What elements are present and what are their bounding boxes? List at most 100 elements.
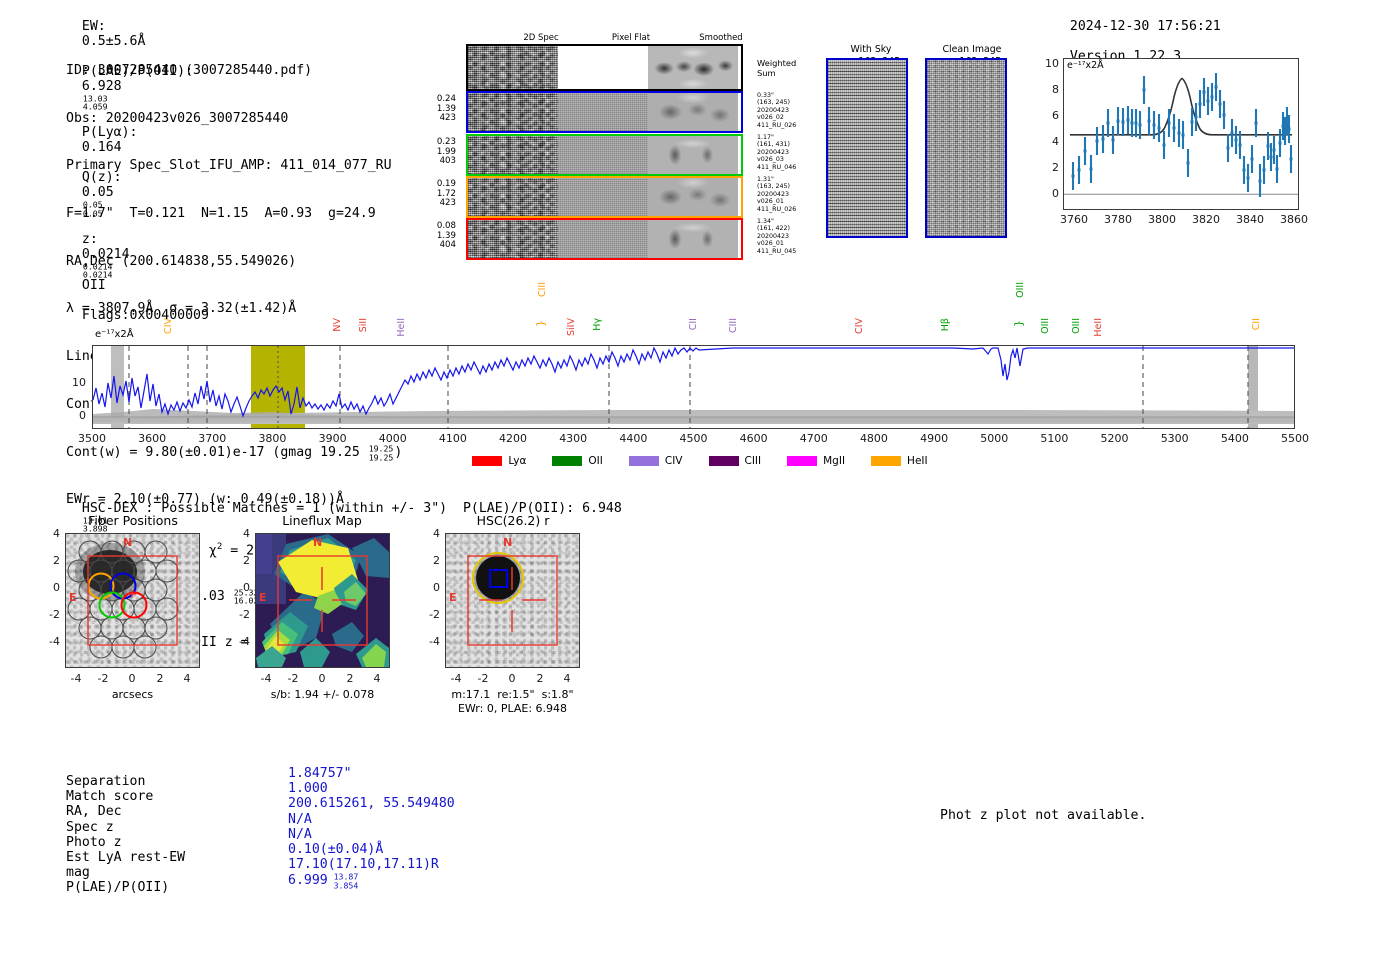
legend-swatch [787, 456, 818, 466]
legend-item-mgii[interactable]: MgII [787, 455, 845, 467]
twod-cell-smoothed [648, 93, 738, 131]
emission-line-label: OIII [1014, 282, 1026, 298]
legend-item-civ[interactable]: CIV [628, 455, 683, 467]
emission-line-label: NV [332, 318, 344, 332]
north-label: N [313, 536, 323, 549]
fiberpos-xtick-4: 4 [183, 672, 191, 685]
info-ewr: EWr = 2.10(±0.77) (w: 0.49(±0.18))Å [66, 492, 344, 508]
spectrum-xtick-5100: 5100 [1040, 432, 1069, 445]
twod-fiber-row-2 [466, 134, 743, 176]
line-fit-unit-label: e⁻¹⁷x2Å [1067, 60, 1104, 71]
hsc-xtick-m2: -2 [477, 672, 489, 685]
fiber-positions-image: N E [65, 533, 200, 668]
z-value: 0.0214 [81, 246, 130, 262]
hsc-ytick-m2: -2 [429, 608, 440, 621]
detail-value-bounds: 13.87 3.854 [328, 871, 359, 891]
linefit-xtick-3820: 3820 [1192, 213, 1220, 226]
fiberpos-ytick-4: 4 [53, 527, 60, 540]
twod-cell-pixelflat [558, 93, 648, 131]
twod-row-info-3: 1.31" (163, 245) 20200423 v026_01 411_RU… [757, 176, 797, 213]
info-radec: RA,Dec (200.614838,55.549026) [66, 253, 297, 269]
detail-label-2: RA, Dec [66, 804, 122, 820]
twod-fiber-row-3 [466, 176, 743, 218]
linefit-xtick-3780: 3780 [1104, 213, 1132, 226]
lineflux-ytick-2: 2 [243, 554, 250, 567]
linefit-ytick-0: 0 [1052, 187, 1059, 200]
emission-line-label: CII [1250, 318, 1262, 331]
legend-label: HeII [907, 455, 928, 467]
fiber-positions-svg [67, 540, 179, 659]
hsc-dex-match-line: HSC-DEX : Possible Matches = 1 (within +… [66, 486, 630, 547]
lineflux-ytick-0: 0 [243, 581, 250, 594]
spectrum-xtick-4900: 4900 [920, 432, 949, 445]
hsc-image-title: HSC(26.2) r [476, 513, 550, 528]
legend-swatch [552, 456, 583, 466]
legend-swatch [472, 456, 503, 466]
detail-label-1: Match score [66, 789, 154, 805]
spectrum-xtick-3900: 3900 [318, 432, 347, 445]
spectrum-xtick-4000: 4000 [378, 432, 407, 445]
east-label: E [69, 591, 77, 604]
info-id: ID: 3007285440 (3007285440.pdf) [66, 62, 313, 78]
lineflux-xtick-4: 4 [373, 672, 381, 685]
emission-line-label: HeII [1092, 318, 1104, 337]
emission-line-label: CIV [162, 318, 174, 334]
spectrum-xtick-4800: 4800 [859, 432, 888, 445]
plae-label: P(LAE)/P(OII): [81, 64, 194, 79]
qz-label: Q(z): [81, 170, 122, 186]
twod-row-info-2: 1.17" (161, 431) 20200423 v026_03 411_RU… [757, 134, 797, 171]
twod-cell-2dspec [468, 178, 558, 216]
twod-row-metrics-3: 0.19 1.72 423 [436, 179, 456, 209]
legend-item-lyα[interactable]: Lyα [472, 455, 526, 467]
spectrum-xtick-5500: 5500 [1281, 432, 1309, 445]
fiberpos-ytick-m2: -2 [49, 608, 60, 621]
hsc-ytick-2: 2 [433, 554, 440, 567]
linefit-ytick-8: 8 [1052, 83, 1059, 96]
ew-label: EW: [81, 19, 106, 34]
lineflux-ytick-m2: -2 [239, 608, 250, 621]
z-bounds: 0.0214 0.0214 [82, 261, 113, 280]
detail-label-4: Photo z [66, 834, 122, 850]
lineflux-xtick-m2: -2 [287, 672, 299, 685]
legend-item-ciii[interactable]: CIII [708, 455, 761, 467]
twod-fiber-row-4 [466, 218, 743, 260]
detail-label-6: mag [66, 865, 90, 881]
legend-item-oii[interactable]: OII [552, 455, 603, 467]
weighted-sum-label: Weighted Sum [757, 58, 797, 78]
fiberpos-ytick-m4: -4 [49, 635, 60, 648]
detail-value-2: 200.615261, 55.549480 [288, 796, 455, 812]
detail-label-7: P(LAE)/P(OII) [66, 880, 170, 896]
emission-line-bracket-icon: { [1012, 320, 1026, 327]
twod-cell-smoothed [648, 178, 738, 216]
hsc-xtick-m4: -4 [450, 672, 462, 685]
spectrum-xtick-4100: 4100 [438, 432, 467, 445]
emission-line-oiii-11: OIII { [1012, 282, 1026, 328]
info-cont-w: Cont(w) = 9.80(±0.01)e-17 (gmag 19.25 19… [66, 443, 403, 463]
twod-cell-2dspec [468, 93, 558, 131]
spectrum-xtick-4600: 4600 [739, 432, 768, 445]
legend-item-heii[interactable]: HeII [871, 455, 928, 467]
lineflux-caption: s/b: 1.94 +/- 0.078 [270, 688, 375, 701]
fiberpos-ytick-2: 2 [53, 554, 60, 567]
spectrum-xtick-4300: 4300 [559, 432, 588, 445]
emission-line-label: OIII [1071, 318, 1083, 334]
linefit-ytick-10: 10 [1045, 57, 1059, 70]
spectrum-ytick-10: 10 [72, 376, 86, 389]
legend-label: CIV [664, 455, 683, 467]
emission-line-label: SiII [358, 318, 370, 333]
legend-swatch [871, 456, 902, 466]
plae-bounds: 13.03 4.059 [82, 93, 108, 112]
fiberpos-xtick-0: 0 [128, 672, 136, 685]
withsky-image [826, 58, 908, 238]
legend-swatch [628, 456, 659, 466]
spectrum-legend: Lyα OII CIV CIII MgII HeII [0, 455, 1400, 467]
twod-col-title-2dspec: 2D Spec [523, 33, 559, 43]
spectrum-xtick-3600: 3600 [138, 432, 167, 445]
emission-line-label: HeII [396, 318, 408, 337]
emission-line-label: SiIV [566, 318, 578, 336]
detail-value-3: N/A [288, 811, 312, 827]
z-label: z: [81, 231, 98, 247]
spectrum-xtick-4400: 4400 [619, 432, 648, 445]
info-obs: Obs: 20200423v026_3007285440 [66, 110, 289, 126]
twod-cell-2dspec [468, 136, 558, 174]
